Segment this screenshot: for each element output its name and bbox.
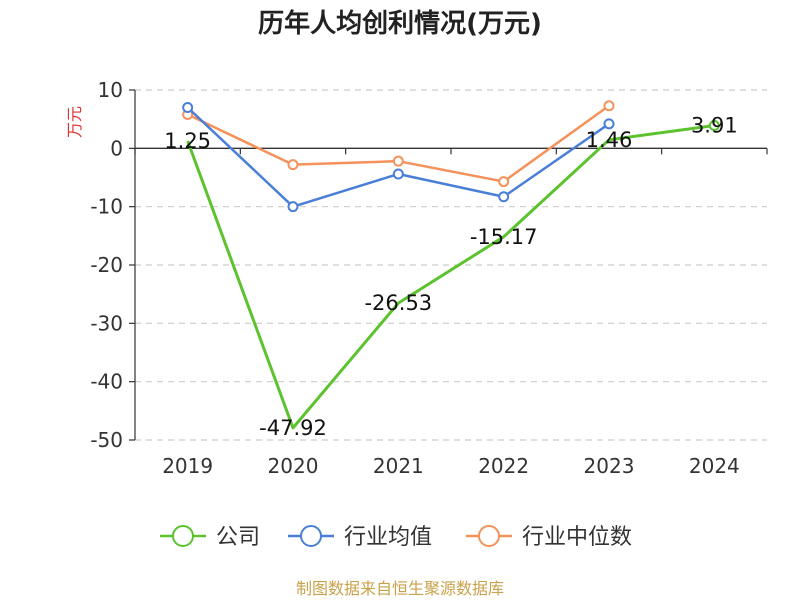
- y-axis-label: 万元: [65, 106, 84, 138]
- y-tick-label: -50: [90, 428, 123, 452]
- series-lines: [182, 100, 720, 430]
- data-label: 1.25: [164, 129, 211, 153]
- legend-label: 行业中位数: [522, 525, 632, 550]
- legend[interactable]: 公司 行业均值 行业中位数: [160, 525, 632, 550]
- data-point[interactable]: [708, 120, 720, 132]
- source-note: 制图数据来自恒生聚源数据库: [296, 579, 504, 598]
- legend-marker: [172, 525, 194, 547]
- data-point[interactable]: [603, 118, 615, 130]
- data-label: -15.17: [470, 225, 538, 249]
- axes: [129, 89, 768, 441]
- legend-label: 行业均值: [344, 525, 432, 550]
- x-tick-labels: 2019 2020 2021 2022 2023 2024: [162, 454, 740, 478]
- y-tick-labels: 10 0 -10 -20 -30 -40 -50: [90, 78, 123, 452]
- x-tick-label: 2023: [584, 454, 635, 478]
- legend-label: 公司: [216, 525, 260, 550]
- data-point[interactable]: [392, 168, 404, 180]
- x-tick-label: 2024: [689, 454, 740, 478]
- x-tick-label: 2019: [162, 454, 213, 478]
- legend-item[interactable]: 公司: [160, 525, 260, 550]
- data-label: -47.92: [259, 416, 327, 440]
- data-point[interactable]: [392, 155, 404, 167]
- y-tick-label: 10: [98, 78, 123, 102]
- data-label: 3.91: [691, 114, 738, 138]
- data-point[interactable]: [498, 191, 510, 203]
- legend-marker: [478, 525, 500, 547]
- y-tick-label: -10: [90, 195, 123, 219]
- series-0: [186, 120, 720, 430]
- legend-item[interactable]: 行业中位数: [466, 525, 632, 550]
- data-label: 1.46: [586, 128, 633, 152]
- grid-lines: [135, 89, 767, 441]
- data-point[interactable]: [287, 201, 299, 213]
- x-tick-label: 2020: [268, 454, 319, 478]
- chart-title: 历年人均创利情况(万元): [258, 8, 542, 39]
- x-tick-label: 2021: [373, 454, 424, 478]
- series-line: [186, 124, 715, 430]
- y-tick-label: 0: [110, 136, 123, 160]
- data-point[interactable]: [287, 159, 299, 171]
- x-tick-label: 2022: [478, 454, 529, 478]
- legend-marker: [300, 525, 322, 547]
- y-tick-label: -40: [90, 370, 123, 394]
- series-1: [182, 102, 615, 213]
- data-point[interactable]: [603, 100, 615, 112]
- data-point[interactable]: [182, 102, 194, 113]
- data-point[interactable]: [498, 176, 510, 188]
- legend-item[interactable]: 行业均值: [288, 525, 432, 550]
- data-label: -26.53: [364, 291, 432, 315]
- data-labels: 1.25 -47.92 -26.53 -15.17 1.46 3.91: [164, 114, 737, 440]
- y-tick-label: -30: [90, 311, 123, 335]
- y-tick-label: -20: [90, 253, 123, 277]
